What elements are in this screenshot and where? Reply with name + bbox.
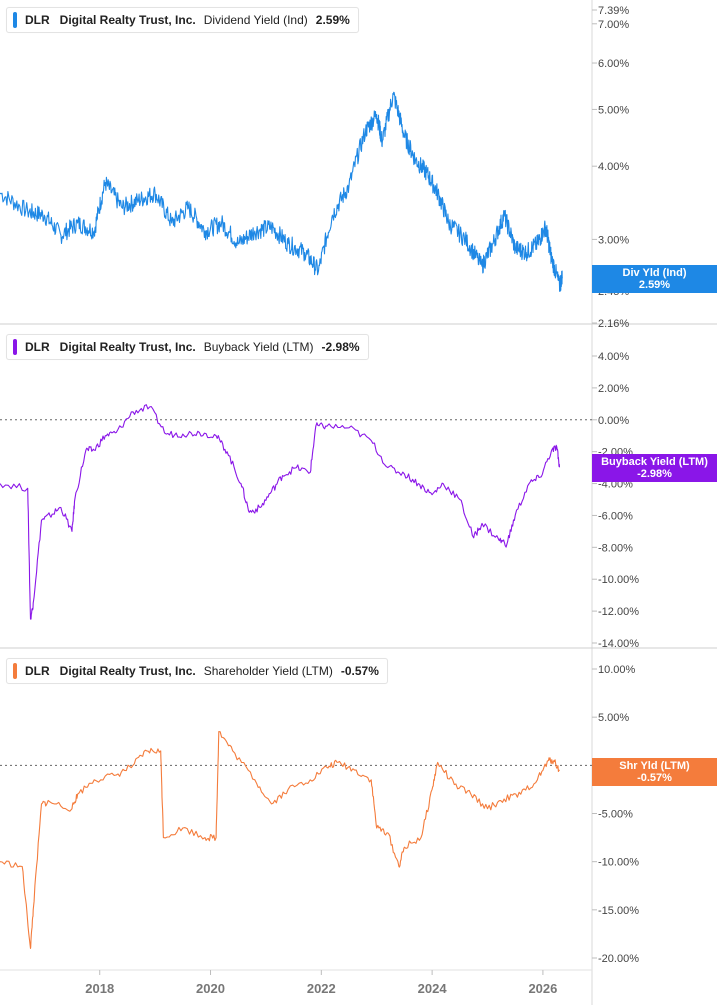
series-line [0,404,561,620]
last-value-tag-shareholder: Shr Yld (LTM) -0.57% [592,758,717,786]
y-tick-label: 4.00% [598,351,629,363]
y-tick-label: -10.00% [598,857,639,869]
y-tick-label: -14.00% [598,638,639,650]
series-color-swatch [13,663,17,679]
x-tick-label: 2018 [85,981,114,996]
y-tick-label: 5.00% [598,712,629,724]
y-tick-label: -8.00% [598,542,633,554]
y-tick-label: -12.00% [598,606,639,618]
series-line [0,731,560,949]
x-tick-label: 2020 [196,981,225,996]
y-tick-label: 7.00% [598,19,629,31]
legend-dividend-yield: DLR Digital Realty Trust, Inc. Dividend … [6,7,359,33]
y-tick-label: 2.16% [598,318,629,330]
series-color-swatch [13,12,17,28]
last-value-tag-dividend: Div Yld (Ind) 2.59% [592,265,717,293]
legend-buyback-yield: DLR Digital Realty Trust, Inc. Buyback Y… [6,334,369,360]
y-tick-label: 0.00% [598,415,629,427]
x-tick-label: 2026 [528,981,557,996]
y-tick-label: 4.00% [598,161,629,173]
legend-company: Digital Realty Trust, Inc. [59,340,196,354]
legend-ticker: DLR [25,13,50,27]
y-tick-label: 3.00% [598,234,629,246]
y-tick-label: 10.00% [598,664,636,676]
y-tick-label: -15.00% [598,905,639,917]
y-tick-label: -10.00% [598,574,639,586]
tag-label: Buyback Yield (LTM) [601,456,708,468]
legend-ticker: DLR [25,340,50,354]
y-tick-label: -20.00% [598,953,639,965]
legend-value: -0.57% [340,664,379,678]
legend-company: Digital Realty Trust, Inc. [59,13,196,27]
y-tick-label: 2.00% [598,383,629,395]
tag-value: -0.57% [637,772,672,784]
legend-metric: Dividend Yield (Ind) [203,13,308,27]
y-tick-label: -5.00% [598,809,633,821]
legend-metric: Buyback Yield (LTM) [203,340,314,354]
tag-value: 2.59% [638,279,671,291]
y-tick-label: 6.00% [598,58,629,70]
tag-value: -2.98% [637,468,672,480]
x-tick-label: 2024 [418,981,448,996]
last-value-tag-buyback: Buyback Yield (LTM) -2.98% [592,454,717,482]
y-axis-ticks: 7.39%7.00%6.00%5.00%4.00%3.00%2.45%2.16%… [592,5,639,965]
legend-value: -2.98% [321,340,360,354]
y-tick-label: -6.00% [598,510,633,522]
tag-label: Div Yld (Ind) [622,267,687,279]
chart-series [0,91,563,949]
tag-label: Shr Yld (LTM) [619,760,690,772]
x-axis: 2018 2020 2022 2024 2026 [85,970,557,996]
series-color-swatch [13,339,17,355]
series-line [0,91,563,293]
x-tick-label: 2022 [307,981,336,996]
legend-company: Digital Realty Trust, Inc. [59,664,196,678]
legend-shareholder-yield: DLR Digital Realty Trust, Inc. Sharehold… [6,658,388,684]
y-tick-label: 5.00% [598,104,629,116]
legend-ticker: DLR [25,664,50,678]
y-tick-label: 7.39% [598,5,629,17]
legend-value: 2.59% [315,13,350,27]
legend-metric: Shareholder Yield (LTM) [203,664,333,678]
